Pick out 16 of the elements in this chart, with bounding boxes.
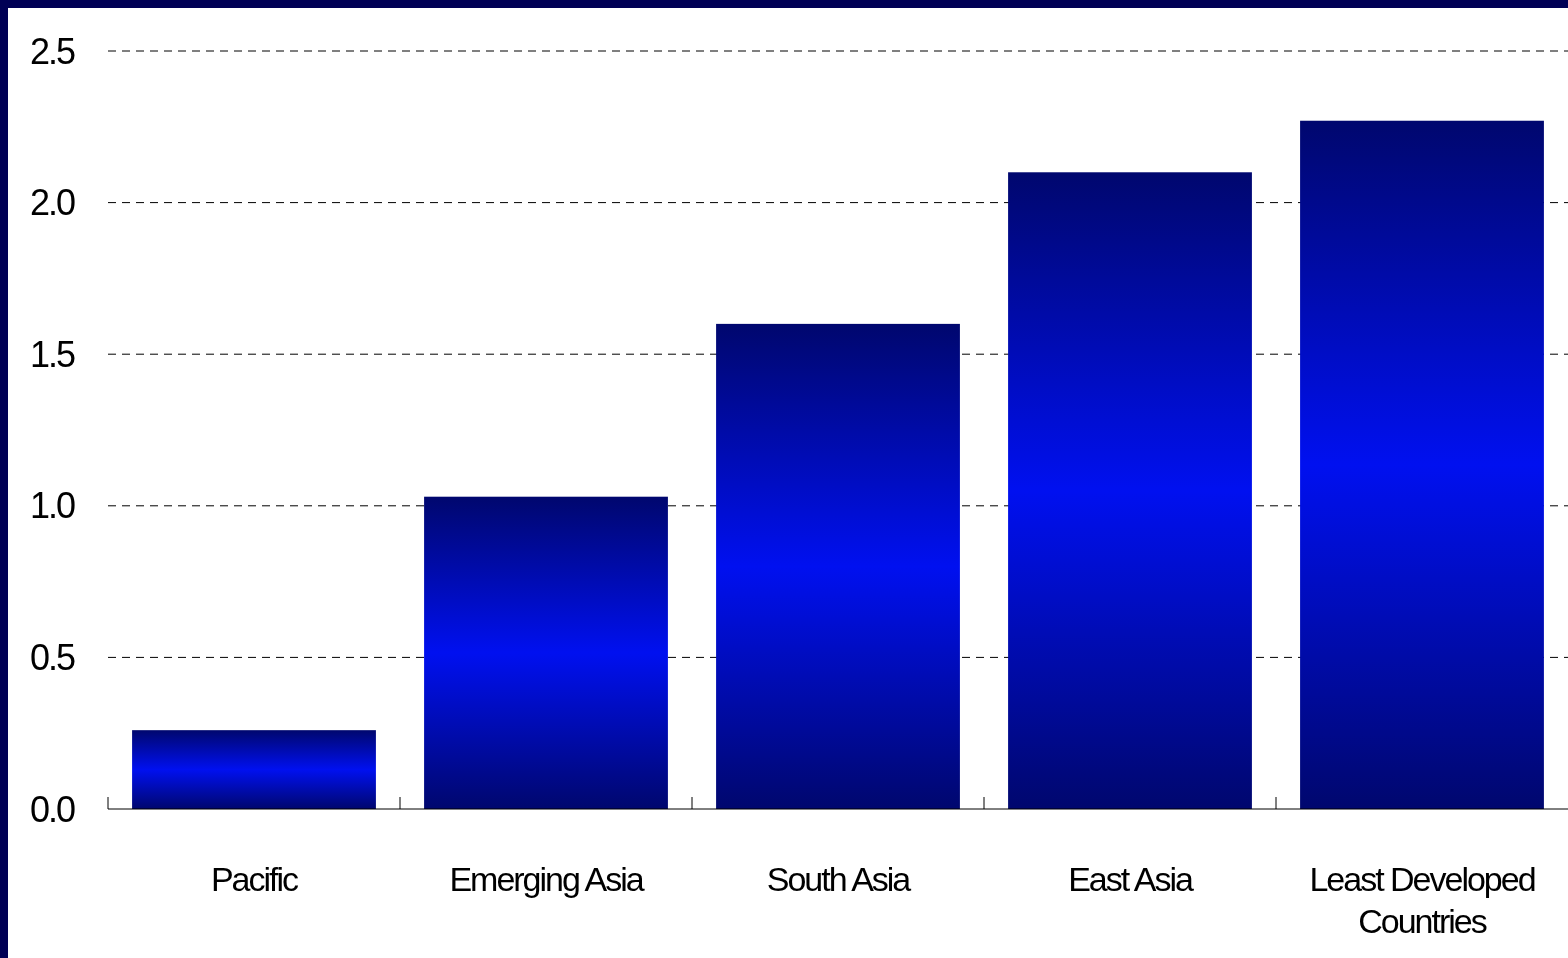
x-tick-label: Pacific [210, 860, 300, 898]
bar [424, 496, 668, 809]
x-tick-label: South Asia [766, 860, 912, 898]
x-tick-label: East Asia [1068, 860, 1194, 898]
y-tick-label: 2.0 [29, 182, 75, 224]
x-tick-label: Least Developed Countries [1309, 860, 1535, 940]
x-tick-label: Emerging Asia [449, 860, 645, 898]
y-tick-label: 0.0 [29, 788, 75, 830]
bar [716, 323, 960, 809]
y-tick-label: 1.0 [29, 485, 75, 527]
bar [1300, 120, 1544, 809]
bar [1008, 172, 1252, 809]
bar [132, 730, 376, 809]
y-tick-label: 1.5 [29, 333, 75, 375]
y-tick-label: 0.5 [29, 637, 75, 678]
y-tick-label: 2.5 [29, 30, 75, 72]
